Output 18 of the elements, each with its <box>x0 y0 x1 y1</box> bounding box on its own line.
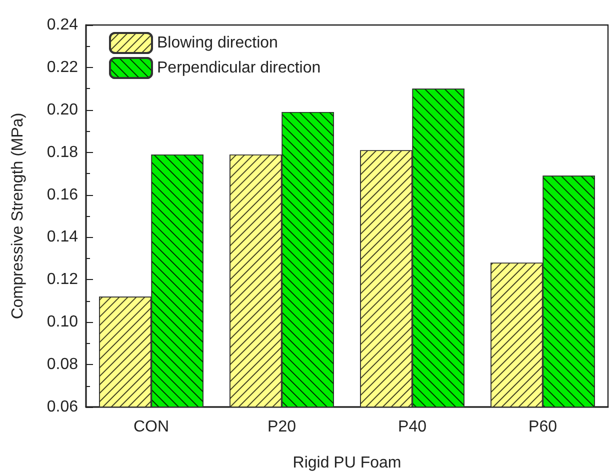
y-tick-label: 0.10 <box>46 314 78 331</box>
y-tick-label: 0.18 <box>46 144 78 161</box>
y-tick-label: 0.16 <box>46 186 78 204</box>
legend-label: Perpendicular direction <box>157 60 321 76</box>
y-tick-label: 0.22 <box>46 58 78 76</box>
y-tick-label: 0.24 <box>46 16 78 34</box>
y-axis-title: Compressive Strength (MPa) <box>10 112 26 320</box>
x-axis-title: Rigid PU Foam <box>292 454 402 472</box>
y-tick-label: 0.20 <box>46 101 78 118</box>
y-tick-label: 0.12 <box>46 271 78 288</box>
legend-label: Blowing direction <box>157 34 278 52</box>
x-tick-label: P60 <box>528 418 558 436</box>
y-tick-label: 0.14 <box>46 228 78 246</box>
y-tick-label: 0.06 <box>46 398 78 416</box>
x-tick-label: P20 <box>268 418 296 436</box>
x-tick-label: CON <box>133 418 170 436</box>
x-tick-label: P40 <box>398 418 427 436</box>
y-tick-label: 0.08 <box>46 356 78 374</box>
